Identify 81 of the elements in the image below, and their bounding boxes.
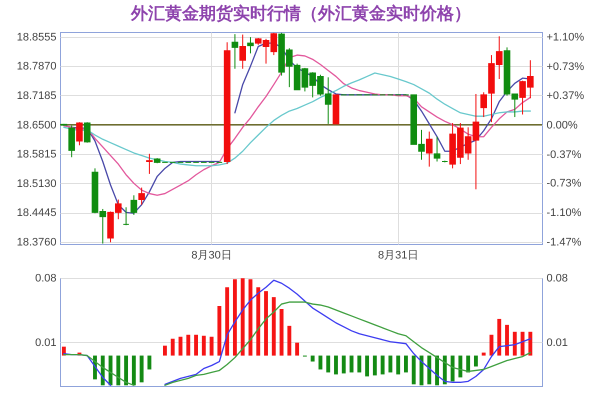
bar (528, 332, 532, 356)
y-tick-label: 18.7185 (16, 90, 56, 102)
bar (210, 336, 214, 356)
bar (194, 334, 198, 356)
candlestick (434, 136, 440, 162)
bar (147, 356, 152, 370)
y2-tick-label: -1.10% (546, 206, 582, 219)
candlestick (239, 34, 246, 70)
y-tick-label: 18.3760 (16, 236, 56, 248)
bar (163, 346, 167, 356)
bar (388, 356, 392, 372)
candlestick (247, 36, 254, 54)
bar (280, 309, 284, 356)
bar (124, 356, 128, 386)
bar (396, 356, 400, 374)
bar (108, 356, 112, 386)
line-series (63, 72, 531, 166)
bar (520, 332, 525, 356)
y-tick-label: 18.7870 (16, 60, 56, 73)
bar (357, 356, 362, 372)
bar (466, 356, 470, 372)
bar (225, 287, 230, 356)
y2-tick-label: +0.73% (546, 61, 584, 74)
bar (404, 356, 408, 372)
y-tick-label: 18.5815 (16, 148, 56, 161)
bar (295, 342, 300, 356)
y-tick-label: 18.8555 (16, 31, 56, 44)
bar (318, 356, 322, 370)
y-tick-label: 0.01 (35, 336, 56, 349)
bar (132, 356, 136, 386)
y-tick-label: 0.08 (35, 272, 56, 284)
candlestick (146, 153, 153, 174)
bar (420, 356, 424, 386)
candlestick (480, 92, 487, 118)
y2-tick-label: -0.73% (546, 177, 582, 190)
y2-tick-label: 0.00% (546, 119, 578, 132)
bar (287, 326, 292, 356)
bar (380, 356, 385, 374)
candlestick (130, 194, 138, 216)
x-tick-label: 8月31日 (378, 250, 418, 262)
chart-title: 外汇黄金期货实时行情（外汇黄金实时价格） (130, 4, 471, 23)
bar (326, 356, 330, 372)
candlestick (122, 206, 130, 226)
bar (372, 356, 377, 376)
y2-tick-label: 0.08 (546, 272, 568, 284)
bar (490, 334, 494, 356)
y2-tick-label: +0.37% (546, 90, 584, 102)
bar (116, 356, 120, 386)
x-tick-label: 8月30日 (191, 250, 232, 262)
bar (342, 356, 346, 374)
candlestick (68, 125, 75, 158)
y2-tick-label: -1.47% (546, 236, 582, 248)
candlestick (426, 131, 433, 168)
bar (505, 324, 509, 356)
candlestick (84, 122, 91, 144)
candlestick (138, 187, 145, 206)
bar (474, 356, 478, 366)
y2-tick-label: 0.01 (546, 336, 568, 349)
y2-tick-label: -0.37% (546, 148, 582, 161)
bar (412, 356, 416, 384)
bar (482, 352, 486, 356)
bar (178, 336, 182, 356)
y-tick-label: 18.6500 (16, 119, 56, 132)
bar (264, 291, 268, 356)
candlestick (232, 34, 238, 70)
bar (140, 356, 144, 382)
bar (232, 279, 237, 356)
bar (170, 338, 175, 356)
bar (350, 356, 354, 372)
y2-tick-label: +1.10% (546, 32, 584, 44)
bar (202, 336, 206, 356)
y-tick-label: 18.5130 (16, 178, 56, 190)
candlestick (76, 122, 83, 146)
y-tick-label: 18.4445 (16, 207, 56, 220)
bar (450, 356, 455, 382)
bar (458, 356, 462, 378)
bar (248, 279, 252, 356)
bar (334, 356, 338, 374)
bar (217, 306, 222, 356)
bar (365, 356, 370, 376)
bar (310, 356, 315, 362)
